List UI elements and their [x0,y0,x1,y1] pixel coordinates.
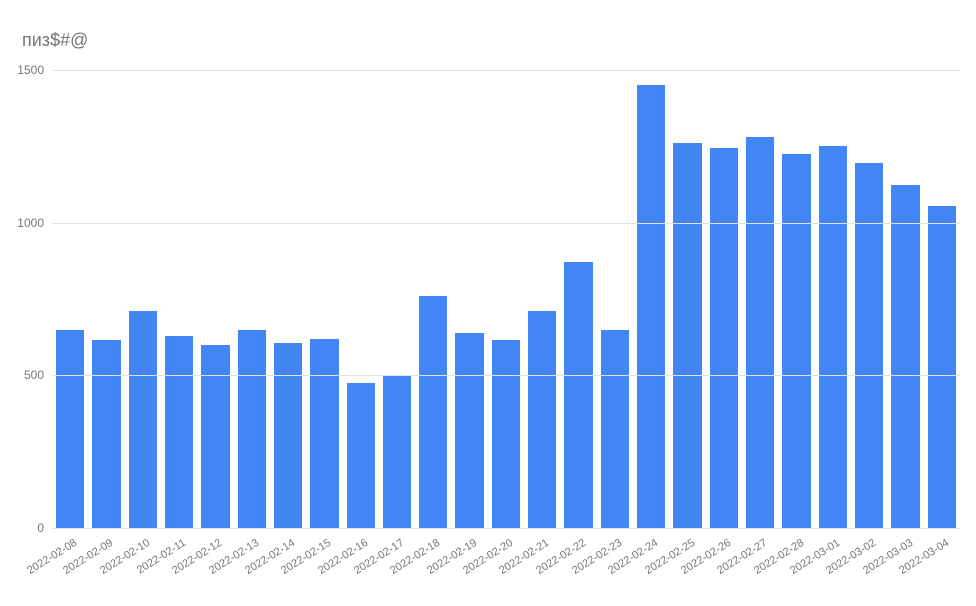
bar-slot [887,70,923,528]
bar [637,85,665,528]
bar-slot [560,70,596,528]
bar-slot [451,70,487,528]
bar-slot [778,70,814,528]
bar [129,311,157,528]
bar-slot [706,70,742,528]
gridline [52,223,960,224]
bar-slot [669,70,705,528]
y-axis-label: 0 [4,521,44,535]
chart-title: пиз$#@ [22,30,88,51]
bar [710,148,738,528]
bar-slot [742,70,778,528]
y-axis-label: 500 [4,368,44,382]
bar-slot [815,70,851,528]
bar [928,206,956,528]
bar [819,146,847,528]
bar-slot [270,70,306,528]
bar-chart: пиз$#@ 2022-02-082022-02-092022-02-10202… [0,0,976,606]
bar-slot [415,70,451,528]
bar-slot [161,70,197,528]
plot-area [52,70,960,528]
x-axis-labels: 2022-02-082022-02-092022-02-102022-02-11… [52,536,960,606]
bar [201,345,229,528]
bar-slot [197,70,233,528]
bar [601,330,629,528]
gridline [52,528,960,529]
bars-group [52,70,960,528]
bar [165,336,193,528]
bar-slot [851,70,887,528]
bar [92,340,120,528]
bar [347,383,375,528]
bar [419,296,447,528]
bar [891,185,919,529]
bar [238,330,266,528]
bar-slot [306,70,342,528]
bar [383,375,411,528]
bar [673,143,701,528]
y-axis-label: 1000 [4,216,44,230]
bar [782,154,810,528]
bar [492,340,520,528]
y-axis-label: 1500 [4,63,44,77]
bar-slot [234,70,270,528]
bar-slot [597,70,633,528]
bar [310,339,338,528]
bar [564,262,592,528]
bar [746,137,774,528]
bar-slot [343,70,379,528]
bar [274,343,302,528]
gridline [52,70,960,71]
gridline [52,375,960,376]
bar [855,163,883,528]
bar [455,333,483,528]
bar-slot [379,70,415,528]
bar-slot [633,70,669,528]
bar-slot [52,70,88,528]
bar-slot [924,70,960,528]
bar-slot [125,70,161,528]
bar [56,330,84,528]
bar-slot [524,70,560,528]
bar-slot [488,70,524,528]
bar [528,311,556,528]
bar-slot [88,70,124,528]
